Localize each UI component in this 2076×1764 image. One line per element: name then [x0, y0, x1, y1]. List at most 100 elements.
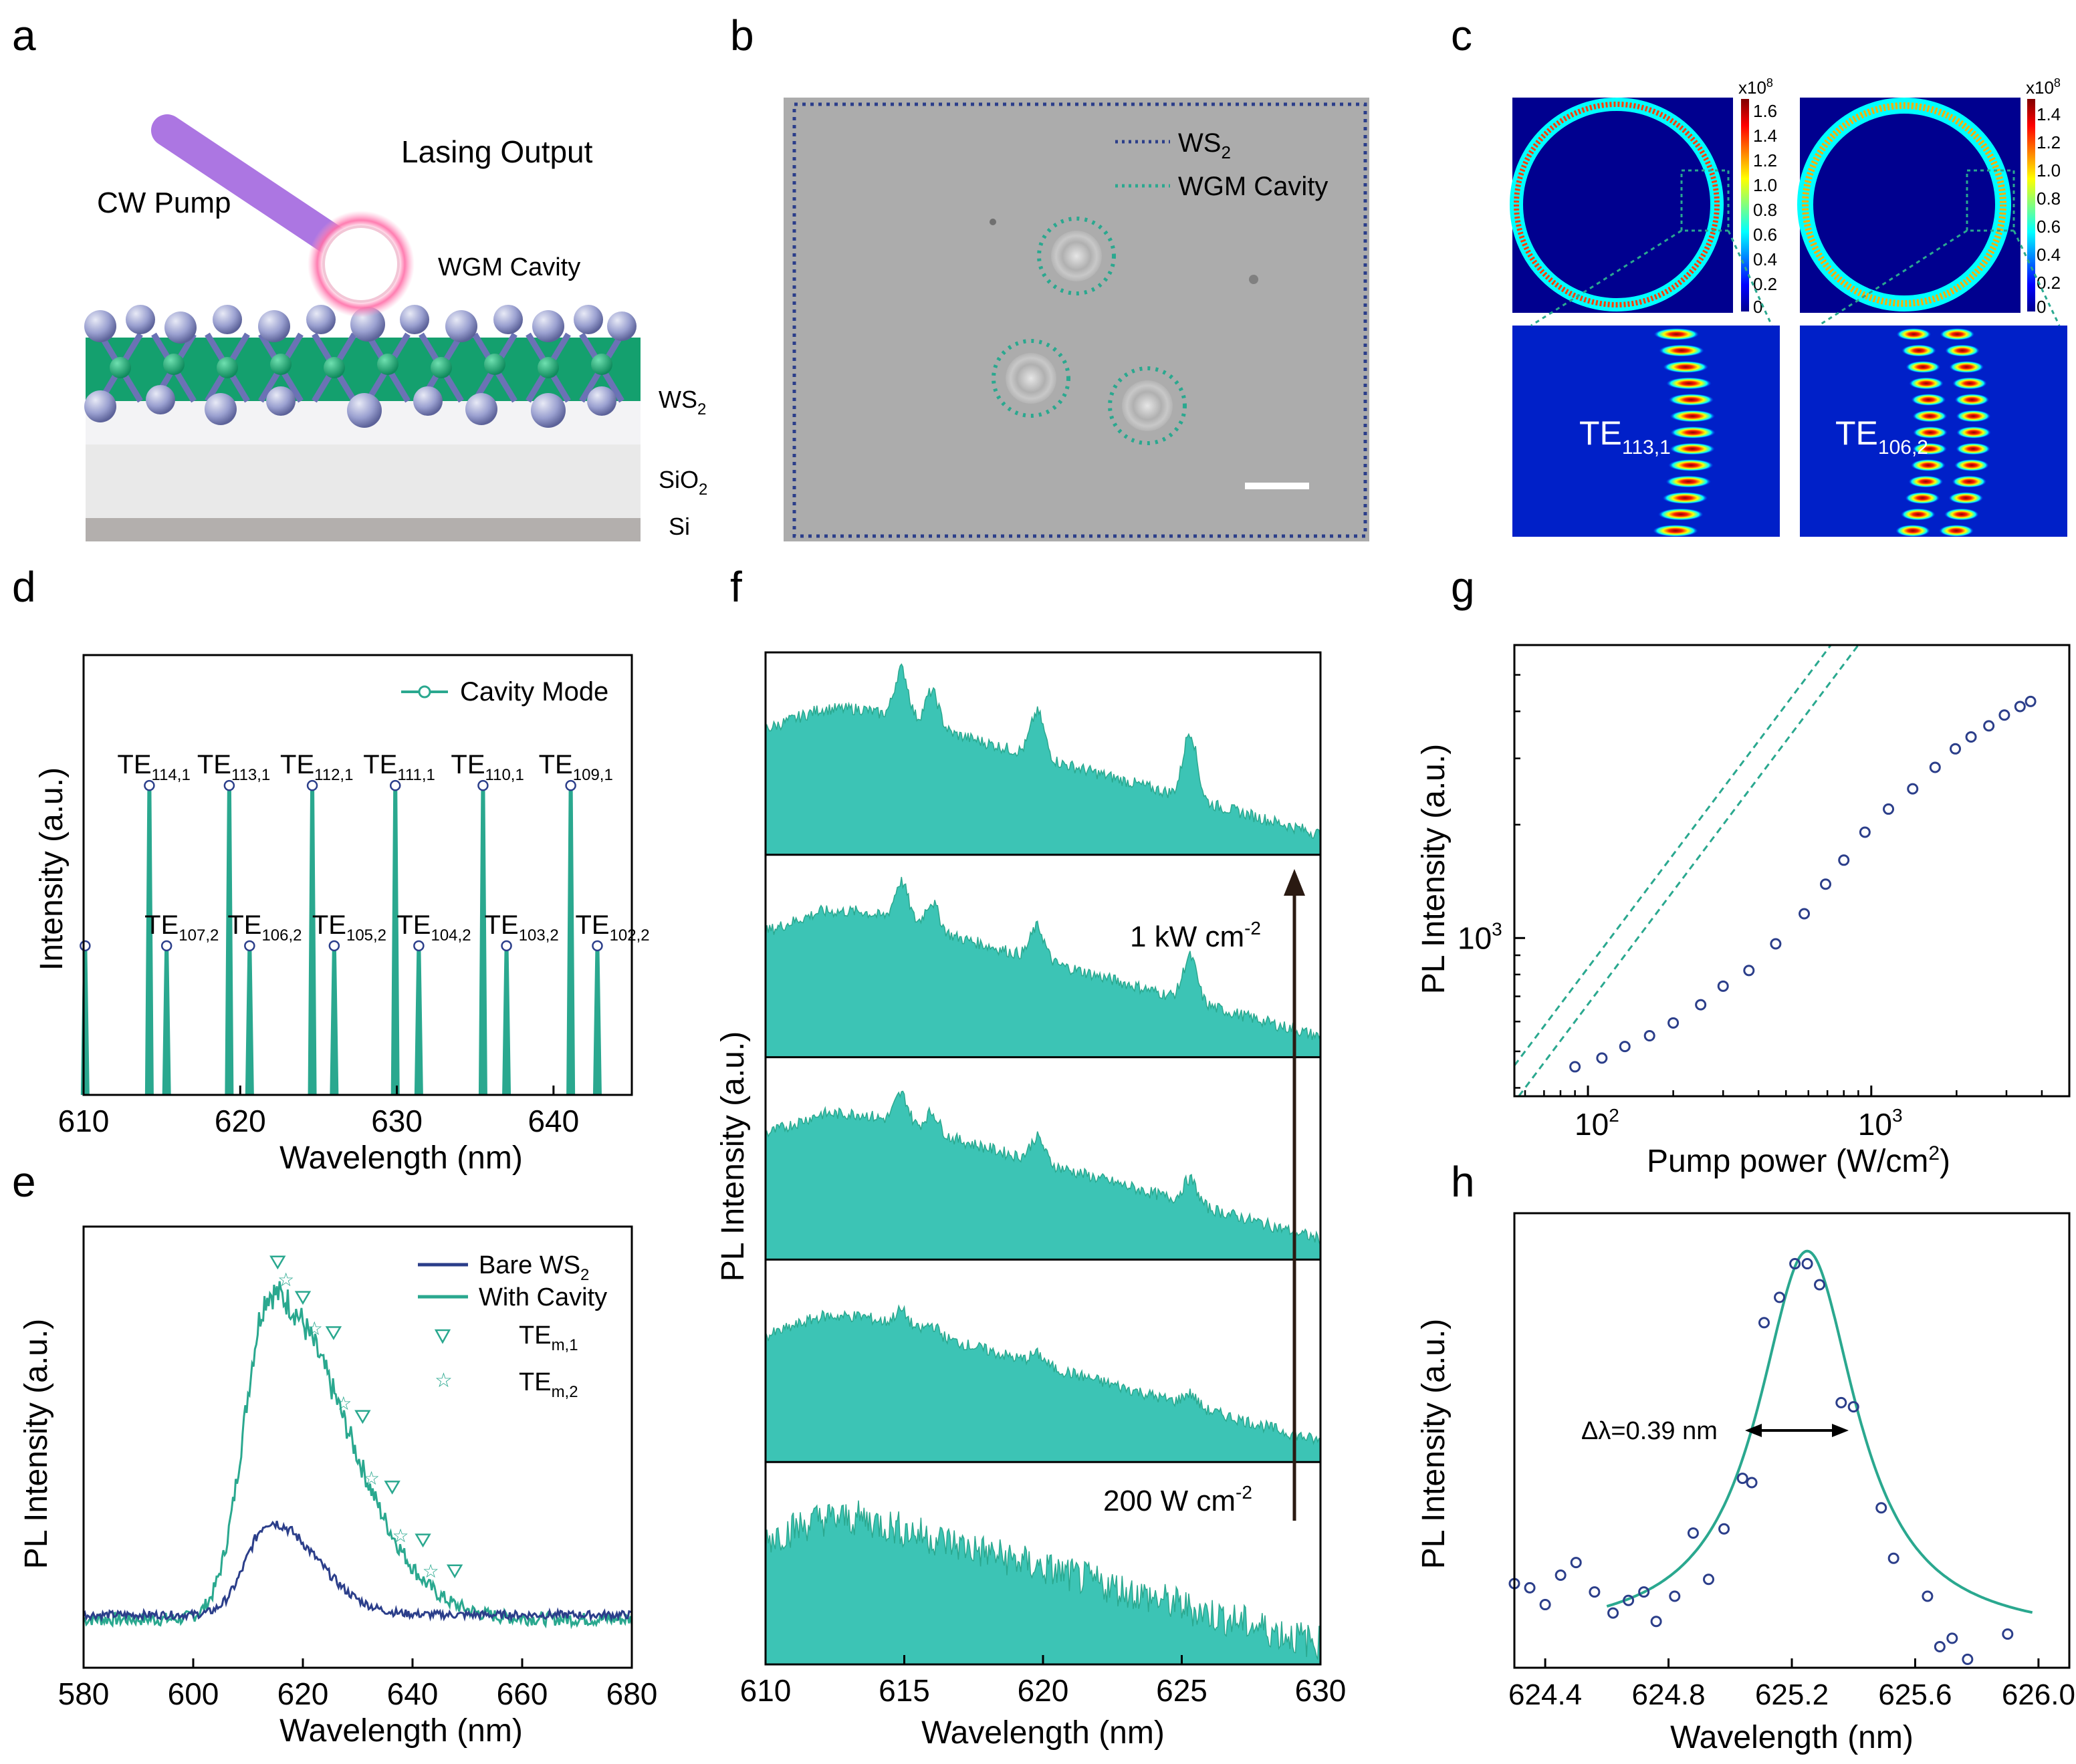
f-spectrum-area: [765, 876, 1321, 1058]
d-cavity-mode-peak: [144, 784, 154, 1096]
d-peak-label: TE106,2: [227, 910, 302, 944]
g-data-point: [2025, 695, 2037, 707]
d-peak-label: TE110,1: [451, 750, 524, 784]
f-power-arrow-head: [1284, 869, 1305, 896]
field-lobe: [1952, 377, 1988, 390]
colorbar-tick: 0: [1753, 297, 1762, 317]
g-data-point: [1883, 803, 1895, 815]
f-label-high: 1 kW cm-2: [1130, 918, 1261, 953]
micrograph-background: [784, 98, 1369, 541]
field-lobe: [1906, 361, 1941, 373]
field-lobe: [1940, 328, 1975, 340]
field-lobe: [1662, 492, 1708, 504]
h-data-point: [1746, 1477, 1758, 1489]
d-peak-marker: [160, 940, 172, 952]
colorbar-tick: 1.2: [1753, 150, 1777, 170]
h-x-ticks: 624.4 624.8 625.2 625.6 626.0: [1508, 1658, 2075, 1711]
field-lobe: [1938, 525, 1974, 537]
field-lobe: [1944, 508, 1979, 521]
e-tem1-marker: [384, 1481, 400, 1495]
colorbar-tick: 0.2: [1753, 274, 1777, 294]
field-lobe: [1669, 410, 1716, 422]
e-tem2-marker: ☆: [306, 1318, 323, 1339]
wgm-cavity-sphere: [322, 225, 400, 303]
g-data-point: [1929, 761, 1941, 773]
dust-speck: [990, 219, 996, 225]
colorbar-right-ticks: 1.4 1.2 1.0 0.8 0.6 0.4 0.2 0: [2037, 104, 2061, 317]
h-fwhm-label: Δλ=0.39 nm: [1581, 1417, 1718, 1445]
cw-pump-beam: [151, 114, 354, 260]
h-data-point: [1801, 1258, 1813, 1270]
e-x-ticks: 580 600 620 640 660 680: [58, 1658, 657, 1711]
e-bare-ws2-spectrum: [82, 1520, 632, 1623]
ring-left-core: [1514, 102, 1720, 307]
field-lobe: [1665, 475, 1712, 488]
field-lobe: [1911, 394, 1946, 406]
e-legend-tem1-marker: [434, 1329, 451, 1344]
field-lobe: [1667, 459, 1714, 471]
g-data-point: [1983, 720, 1995, 732]
e-y-label: PL Intensity (a.u.): [19, 1319, 54, 1569]
d-peak-marker: [328, 940, 340, 952]
g-data-point: [1596, 1052, 1608, 1064]
h-data-point: [1554, 1569, 1567, 1581]
colorbar-tick: 0.6: [1753, 225, 1777, 245]
h-data-point: [1638, 1586, 1650, 1598]
ws2-sulfur-atoms-bottom: [84, 385, 616, 428]
f-spectrum-area: [765, 1500, 1321, 1665]
zoom-link-right: [2012, 230, 2061, 326]
f-x-tick-label: 630: [1295, 1673, 1347, 1708]
colorbar-tick: 1.0: [2037, 160, 2061, 180]
panel-h-chart: 624.4 624.8 625.2 625.6 626.0 Δλ=0.39 nm Wav…: [1416, 1212, 2075, 1755]
g-data-point: [1619, 1041, 1631, 1053]
h-x-tick-label: 626.0: [2002, 1678, 2075, 1711]
d-peak-label: TE105,2: [312, 910, 386, 944]
d-cavity-mode-peak: [566, 784, 576, 1096]
h-data-point: [1946, 1632, 1958, 1644]
h-data-point: [1669, 1590, 1681, 1602]
colorbar-tick: 1.0: [1753, 175, 1777, 195]
panel-b-micrograph: WS2 WGM Cavity: [784, 98, 1369, 541]
g-fit-line: [1513, 644, 1832, 1067]
panel-e-chart: ☆ ☆ ☆ ☆ ☆ ☆ 580 600 620 640 660 680 Wavelength (nm…: [19, 1225, 657, 1749]
g-data-point: [2014, 701, 2026, 713]
g-data-point: [1717, 980, 1729, 992]
field-lobe: [1912, 426, 1948, 438]
d-peak-label: TE109,1: [539, 750, 613, 784]
g-data-point: [1820, 878, 1832, 890]
e-tem1-marker: [446, 1564, 463, 1579]
d-x-tick-label: 640: [528, 1104, 579, 1138]
field-lobe: [1912, 443, 1948, 455]
g-data-point: [1965, 731, 1977, 743]
field-lobe: [1948, 492, 1984, 504]
d-x-label: Wavelength (nm): [279, 1140, 523, 1176]
d-cavity-mode-peak: [592, 944, 602, 1096]
g-data-point: [1950, 743, 1962, 755]
zoom-box-right: [1966, 169, 2015, 232]
d-cavity-mode-peak: [162, 944, 171, 1096]
e-tem1-marker: [415, 1533, 431, 1548]
h-data-point: [1774, 1291, 1786, 1303]
colorbar-left-exp: x108: [1738, 76, 1773, 98]
d-cavity-mode-peak: [414, 944, 423, 1096]
legend-cavity-label: WGM Cavity: [1178, 172, 1328, 201]
f-label-low: 200 W cm-2: [1103, 1482, 1252, 1517]
g-data-point: [1695, 999, 1707, 1011]
colorbar-tick: 0: [2037, 297, 2046, 317]
colorbar-left-ticks: 1.6 1.4 1.2 1.0 0.8 0.6 0.4 0.2 0: [1753, 101, 1777, 317]
colorbar-tick: 0.2: [2037, 273, 2061, 293]
colorbar-tick: 0.8: [2037, 188, 2061, 209]
field-lobe: [1657, 508, 1704, 521]
field-lobe: [1954, 394, 1990, 406]
g-y-tick-label: 103: [1458, 918, 1502, 955]
h-data-point: [1736, 1473, 1748, 1485]
h-lorentzian-fit: [1606, 1249, 2033, 1614]
d-cavity-mode-peak: [330, 944, 339, 1096]
e-legend-tem1-label: TEm,1: [519, 1321, 578, 1354]
h-data-point: [1758, 1317, 1770, 1329]
e-x-tick-label: 640: [387, 1676, 439, 1711]
label-wgm-cavity: WGM Cavity: [438, 253, 580, 281]
scale-bar: [1245, 483, 1309, 489]
e-tem2-marker: ☆: [277, 1269, 294, 1290]
g-x-tick-label: 102: [1575, 1105, 1619, 1142]
